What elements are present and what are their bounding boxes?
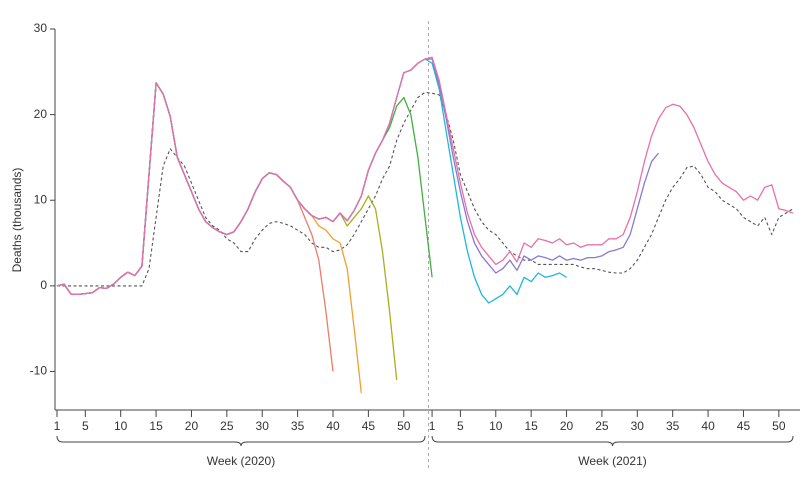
series-line [56, 82, 433, 296]
y-tick-label: 0 [40, 278, 47, 292]
x-tick-label: 45 [362, 419, 376, 433]
year-brace [56, 435, 426, 447]
y-tick-label: 20 [34, 107, 48, 121]
series-line [56, 82, 362, 393]
x-tick-label: 15 [149, 419, 163, 433]
x-tick-label: 50 [772, 419, 786, 433]
x-axis-title: Week (2020) [207, 454, 275, 468]
x-tick-label: 30 [256, 419, 270, 433]
x-axis-title: Week (2021) [578, 454, 646, 468]
x-tick-label: 50 [397, 419, 411, 433]
x-tick-label: 5 [457, 419, 464, 433]
series-line [56, 56, 794, 296]
x-tick-label: 25 [595, 419, 609, 433]
x-tick-label: 40 [701, 419, 715, 433]
y-tick-label: 30 [34, 21, 48, 35]
series-line [56, 58, 660, 296]
x-tick-label: 35 [291, 419, 305, 433]
x-tick-label: 15 [524, 419, 538, 433]
x-tick-label: 30 [631, 419, 645, 433]
x-tick-label: 10 [114, 419, 128, 433]
x-tick-label: 25 [220, 419, 234, 433]
x-tick-label: 5 [82, 419, 89, 433]
dashed-line [57, 91, 794, 287]
series-line [56, 82, 398, 381]
x-tick-label: 10 [489, 419, 503, 433]
x-tick-label: 20 [185, 419, 199, 433]
x-tick-label: 1 [429, 419, 436, 433]
y-tick-label: 10 [34, 192, 48, 206]
y-axis-title: Deaths (thousands) [10, 168, 24, 273]
x-tick-label: 45 [737, 419, 751, 433]
x-tick-label: 20 [560, 419, 574, 433]
x-tick-label: 1 [54, 419, 61, 433]
year-brace [431, 435, 794, 447]
x-tick-label: 40 [326, 419, 340, 433]
y-tick-label: -10 [30, 364, 48, 378]
x-tick-label: 35 [666, 419, 680, 433]
